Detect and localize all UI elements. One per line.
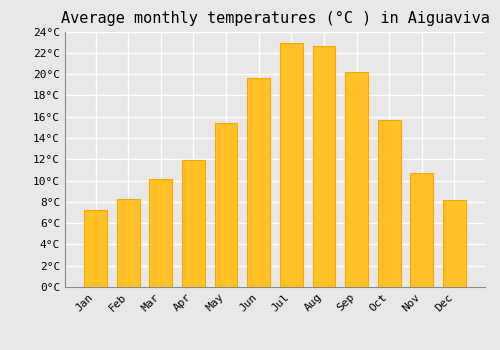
Bar bbox=[214, 123, 238, 287]
Bar bbox=[248, 78, 270, 287]
Title: Average monthly temperatures (°C ) in Aiguaviva: Average monthly temperatures (°C ) in Ai… bbox=[60, 11, 490, 26]
Bar bbox=[312, 47, 336, 287]
Bar bbox=[443, 200, 466, 287]
Bar bbox=[410, 173, 434, 287]
Bar bbox=[84, 210, 107, 287]
Bar bbox=[182, 160, 205, 287]
Bar bbox=[116, 199, 140, 287]
Bar bbox=[345, 72, 368, 287]
Bar bbox=[378, 120, 400, 287]
Bar bbox=[150, 180, 172, 287]
Bar bbox=[280, 43, 302, 287]
